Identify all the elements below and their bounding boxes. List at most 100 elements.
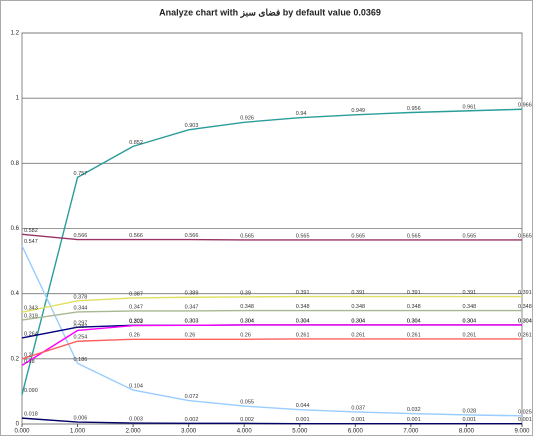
data-label: 0.949 — [351, 108, 365, 114]
series-line — [21, 309, 522, 321]
series-line — [21, 324, 522, 366]
data-label: 0.903 — [185, 123, 199, 129]
data-label: 0.002 — [185, 417, 199, 423]
data-label: 0.926 — [240, 116, 254, 122]
data-label: 0.090 — [24, 388, 38, 394]
x-tick-label: 0.000 — [14, 429, 30, 435]
y-tick-label: 0.8 — [11, 161, 20, 167]
data-label: 0.26 — [185, 333, 196, 339]
data-label: 0.304 — [407, 318, 421, 324]
data-label: 0.347 — [129, 304, 143, 310]
y-tick-label: 0.4 — [11, 291, 20, 297]
data-label: 0.582 — [24, 228, 38, 234]
data-label: 0.302 — [129, 319, 143, 325]
data-label: 0.348 — [296, 304, 310, 310]
data-label: 0.966 — [518, 103, 532, 109]
data-label: 0.028 — [462, 408, 476, 414]
data-label: 0.348 — [351, 304, 365, 310]
data-label: 0.003 — [129, 416, 143, 422]
data-label: 0.037 — [351, 405, 365, 411]
y-tick-label: 1.2 — [11, 31, 20, 37]
data-label: 0.261 — [462, 332, 476, 338]
data-label: 0.566 — [185, 233, 199, 239]
y-tick-label: 0 — [16, 422, 20, 428]
data-label: 0.26 — [240, 333, 251, 339]
data-label: 0.287 — [74, 324, 88, 330]
data-label: 0.565 — [296, 233, 310, 239]
data-label: 0.025 — [518, 409, 532, 415]
data-label: 0.348 — [407, 304, 421, 310]
data-label: 0.565 — [462, 233, 476, 239]
data-label: 0.303 — [129, 319, 143, 325]
data-label: 0.264 — [24, 331, 38, 337]
data-label: 0.2 — [24, 352, 32, 358]
x-tick-label: 1.000 — [70, 429, 86, 435]
data-label: 0.94 — [296, 111, 307, 117]
data-label: 0.304 — [240, 318, 254, 324]
data-label: 0.961 — [462, 104, 476, 110]
data-label: 0.391 — [407, 290, 421, 296]
x-tick-label: 6.000 — [348, 429, 364, 435]
data-label: 0.001 — [296, 417, 310, 423]
data-label: 0.348 — [518, 304, 532, 310]
x-tick-label: 3.000 — [181, 429, 197, 435]
data-label: 0.032 — [407, 407, 421, 413]
x-tick-label: 5.000 — [292, 429, 308, 435]
data-label: 0.566 — [129, 233, 143, 239]
series-line — [21, 245, 523, 417]
data-label: 0.261 — [518, 332, 532, 338]
data-label: 0.343 — [24, 306, 38, 312]
y-tick-label: 0.2 — [11, 356, 20, 362]
data-label: 0.347 — [185, 304, 199, 310]
data-label: 0.391 — [462, 290, 476, 296]
y-tick-label: 0.6 — [11, 226, 20, 232]
data-label: 0.001 — [462, 417, 476, 423]
data-label: 0.072 — [185, 394, 199, 400]
data-label: 0.387 — [129, 291, 143, 297]
data-label: 0.104 — [129, 384, 143, 390]
data-label: 0.001 — [351, 417, 365, 423]
data-label: 0.304 — [296, 318, 310, 324]
data-label: 0.304 — [462, 318, 476, 324]
data-label: 0.304 — [518, 318, 532, 324]
data-label: 0.757 — [74, 171, 88, 177]
data-label: 0.852 — [129, 140, 143, 146]
y-tick-label: 1 — [16, 96, 20, 102]
series-line — [21, 233, 522, 241]
data-label: 0.566 — [74, 233, 88, 239]
data-label: 0.055 — [240, 400, 254, 406]
x-tick-label: 2.000 — [126, 429, 142, 435]
data-label: 0.26 — [129, 333, 140, 339]
data-label: 0.39 — [240, 290, 251, 296]
data-label: 0.254 — [74, 335, 88, 341]
data-label: 0.956 — [407, 106, 421, 112]
data-label: 0.304 — [351, 318, 365, 324]
series-line — [21, 108, 523, 395]
data-label: 0.18 — [24, 359, 35, 365]
data-label: 0.303 — [185, 319, 199, 325]
data-label: 0.002 — [240, 417, 254, 423]
x-tick-label: 4.000 — [237, 429, 253, 435]
series-line — [21, 295, 522, 313]
data-label: 0.319 — [24, 314, 38, 320]
data-label: 0.006 — [74, 415, 88, 421]
data-label: 0.303 — [185, 319, 199, 325]
data-label: 0.565 — [518, 233, 532, 239]
data-label: 0.348 — [462, 304, 476, 310]
x-tick-label: 7.000 — [403, 429, 419, 435]
data-label: 0.044 — [296, 403, 310, 409]
x-tick-label: 9.000 — [514, 429, 530, 435]
data-label: 0.304 — [462, 318, 476, 324]
data-label: 0.018 — [24, 412, 38, 418]
data-label: 0.547 — [24, 239, 38, 245]
data-label: 0.001 — [518, 417, 532, 423]
data-label: 0.391 — [518, 290, 532, 296]
data-label: 0.304 — [351, 318, 365, 324]
data-label: 0.391 — [351, 290, 365, 296]
data-label: 0.304 — [518, 318, 532, 324]
data-label: 0.565 — [240, 233, 254, 239]
x-tick-label: 8.000 — [459, 429, 475, 435]
series-line — [21, 417, 522, 425]
data-label: 0.391 — [296, 290, 310, 296]
